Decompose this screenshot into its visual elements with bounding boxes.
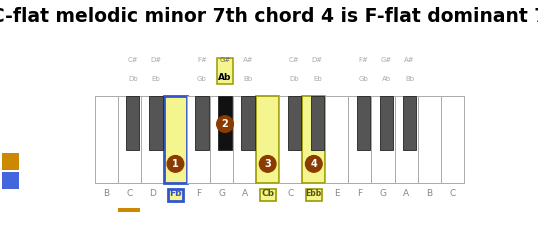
Bar [302, 96, 325, 184]
Text: G#: G# [381, 57, 392, 63]
Circle shape [217, 116, 233, 132]
Text: A#: A# [243, 57, 253, 63]
Text: G: G [379, 189, 386, 198]
Bar [168, 189, 183, 201]
Bar [371, 96, 394, 184]
Text: A: A [403, 189, 409, 198]
Bar [118, 96, 141, 184]
Text: Ab: Ab [218, 73, 232, 82]
Text: Cb: Cb [261, 189, 274, 198]
Bar [164, 96, 187, 184]
Text: B: B [103, 189, 109, 198]
Bar [126, 96, 139, 150]
Text: F: F [357, 189, 363, 198]
Text: D: D [149, 189, 156, 198]
Text: E: E [334, 189, 339, 198]
Text: Bb: Bb [244, 76, 253, 81]
Text: 1: 1 [172, 159, 179, 169]
Bar [306, 189, 322, 201]
Text: G#: G# [220, 57, 231, 63]
Text: D#: D# [312, 57, 323, 63]
Text: 4: 4 [310, 159, 317, 169]
Text: C: C [288, 189, 294, 198]
Circle shape [167, 155, 184, 172]
Bar [2, 172, 19, 189]
Bar [95, 96, 118, 184]
Bar [357, 96, 370, 150]
Bar [287, 96, 301, 150]
Text: C-flat melodic minor 7th chord 4 is F-flat dominant 7th: C-flat melodic minor 7th chord 4 is F-fl… [0, 7, 538, 26]
Circle shape [306, 155, 322, 172]
Text: Eb: Eb [313, 76, 322, 81]
Bar [149, 96, 162, 150]
Text: C: C [449, 189, 455, 198]
Bar [118, 208, 140, 212]
Bar [310, 96, 324, 150]
Text: Db: Db [128, 76, 138, 81]
Text: C#: C# [289, 57, 300, 63]
Bar [403, 96, 416, 150]
Bar [380, 96, 393, 150]
Bar [2, 153, 19, 170]
Bar [242, 96, 255, 150]
Text: F#: F# [358, 57, 369, 63]
Text: F#: F# [197, 57, 207, 63]
Text: 3: 3 [264, 159, 271, 169]
Text: Ebb: Ebb [306, 189, 322, 198]
Text: G: G [218, 189, 225, 198]
Text: B: B [426, 189, 432, 198]
Text: Eb: Eb [152, 76, 160, 81]
Bar [325, 96, 349, 184]
Text: Gb: Gb [358, 76, 369, 81]
Text: Bb: Bb [405, 76, 414, 81]
Text: A#: A# [404, 57, 415, 63]
Text: Db: Db [289, 76, 299, 81]
Text: D#: D# [150, 57, 161, 63]
Bar [441, 96, 464, 184]
Bar [260, 189, 275, 201]
Text: C: C [126, 189, 132, 198]
Bar [210, 96, 233, 184]
Bar [349, 96, 371, 184]
Text: Gb: Gb [197, 76, 207, 81]
Bar [217, 58, 233, 84]
Text: Ab: Ab [382, 76, 391, 81]
Text: Fb: Fb [169, 189, 182, 198]
Bar [417, 96, 441, 184]
Bar [279, 96, 302, 184]
Bar [195, 96, 209, 150]
Bar [233, 96, 256, 184]
Text: A: A [242, 189, 247, 198]
Bar [256, 96, 279, 184]
Bar [141, 96, 164, 184]
Text: C#: C# [128, 57, 138, 63]
Bar [218, 96, 232, 150]
Bar [187, 96, 210, 184]
Circle shape [259, 155, 276, 172]
Text: 2: 2 [222, 119, 229, 129]
Bar [394, 96, 417, 184]
Text: basicmusictheory.com: basicmusictheory.com [8, 83, 13, 142]
Text: F: F [196, 189, 201, 198]
